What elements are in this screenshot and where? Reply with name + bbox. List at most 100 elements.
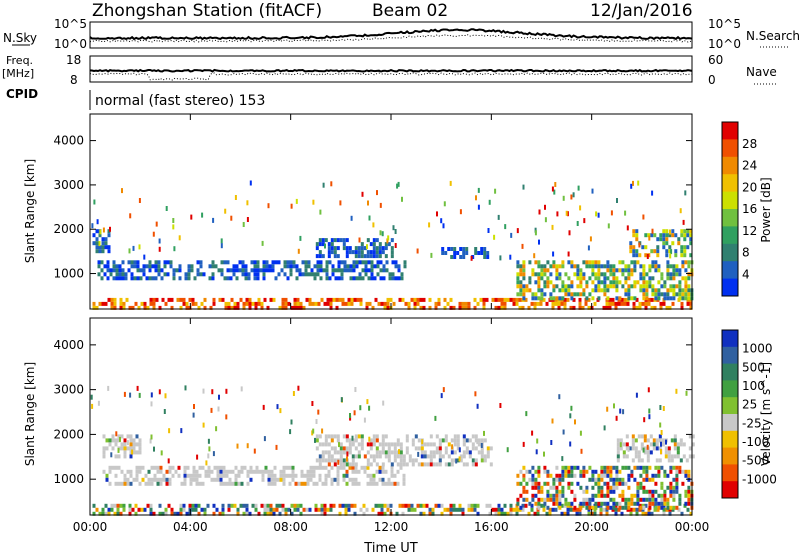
heatmap-cell xyxy=(573,292,577,297)
heatmap-cell xyxy=(635,233,639,238)
heatmap-cell xyxy=(648,276,652,281)
heatmap-cell xyxy=(483,247,487,251)
heatmap-cell xyxy=(251,503,255,508)
heatmap-cell xyxy=(639,485,643,490)
heatmap-cell xyxy=(361,268,365,273)
heatmap-cell xyxy=(519,268,523,273)
heatmap-cell xyxy=(608,297,612,302)
heatmap-cell xyxy=(443,507,447,512)
heatmap-cell xyxy=(429,442,433,447)
heatmap-cell xyxy=(584,301,588,306)
heatmap-cell xyxy=(129,442,133,447)
heatmap-cell xyxy=(615,477,619,482)
heatmap-cell xyxy=(316,260,320,265)
heatmap-cell xyxy=(171,465,175,470)
heatmap-cell xyxy=(141,465,145,470)
heatmap-cell xyxy=(253,260,257,265)
heatmap-cell xyxy=(645,280,649,285)
heatmap-cell xyxy=(540,296,544,301)
heatmap-cell xyxy=(390,238,394,243)
heatmap-cell xyxy=(164,393,167,399)
heatmap-cell xyxy=(552,296,556,301)
heatmap-cell xyxy=(232,268,236,273)
heatmap-cell xyxy=(156,469,160,474)
heatmap-cell xyxy=(378,477,382,482)
heatmap-cell xyxy=(621,477,625,482)
heatmap-cell xyxy=(245,511,249,516)
heatmap-cell xyxy=(659,305,663,310)
heatmap-cell xyxy=(375,434,379,439)
heatmap-cell xyxy=(339,465,343,470)
heatmap-cell xyxy=(360,254,364,259)
heatmap-cell xyxy=(428,222,431,228)
heatmap-cell xyxy=(154,260,158,265)
heatmap-cell xyxy=(563,305,567,310)
heatmap-cell xyxy=(606,469,610,474)
heatmap-cell xyxy=(434,503,438,508)
heatmap-cell xyxy=(470,255,473,261)
heatmap-cell xyxy=(452,503,456,508)
heatmap-cell xyxy=(686,229,690,234)
heatmap-cell xyxy=(324,465,328,470)
heatmap-cell xyxy=(172,224,175,230)
heatmap-cell xyxy=(491,507,495,512)
heatmap-cell xyxy=(647,297,651,302)
heatmap-cell xyxy=(458,447,461,453)
heatmap-cell xyxy=(622,454,626,459)
heatmap-cell xyxy=(342,477,346,482)
heatmap-cell xyxy=(321,465,325,470)
heatmap-cell xyxy=(316,272,320,277)
heatmap-cell xyxy=(665,305,669,310)
heatmap-cell xyxy=(179,305,183,310)
heatmap-cell xyxy=(453,442,457,447)
heatmap-cell xyxy=(279,477,283,482)
heatmap-cell xyxy=(323,503,327,508)
heatmap-cell xyxy=(123,454,127,459)
heatmap-cell xyxy=(373,276,377,281)
heatmap-cell xyxy=(135,477,139,482)
heatmap-cell xyxy=(178,264,182,269)
heatmap-cell xyxy=(200,507,204,512)
heatmap-cell xyxy=(657,288,661,293)
noise-tick-bottom-right: 10^0 xyxy=(708,37,741,51)
heatmap-cell xyxy=(537,473,541,478)
heatmap-cell xyxy=(627,465,631,470)
heatmap-cell xyxy=(221,297,225,302)
heatmap-cell xyxy=(537,296,541,301)
heatmap-cell xyxy=(621,481,625,486)
heatmap-cell xyxy=(419,511,423,516)
heatmap-cell xyxy=(621,489,625,494)
heatmap-cell xyxy=(624,280,628,285)
heatmap-cell xyxy=(367,276,371,281)
heatmap-cell xyxy=(542,297,546,302)
heatmap-cell xyxy=(142,264,146,269)
heatmap-cell xyxy=(676,454,680,459)
heatmap-cell xyxy=(675,489,679,494)
heatmap-cell xyxy=(528,276,532,281)
heatmap-cell xyxy=(437,297,441,302)
heatmap-cell xyxy=(428,297,432,302)
heatmap-cell xyxy=(381,438,385,443)
heatmap-cell xyxy=(624,268,628,273)
heatmap-cell xyxy=(138,438,142,443)
heatmap-cell xyxy=(525,288,529,293)
heatmap-cell xyxy=(443,297,447,302)
heatmap-cell xyxy=(441,454,445,459)
heatmap-cell xyxy=(597,493,601,498)
heatmap-cell xyxy=(100,268,104,273)
heatmap-cell xyxy=(543,481,547,486)
heatmap-cell xyxy=(110,305,114,310)
heatmap-cell xyxy=(322,268,326,273)
heatmap-cell xyxy=(133,264,137,269)
heatmap-cell xyxy=(361,260,365,265)
heatmap-cell xyxy=(281,301,285,306)
heatmap-cell xyxy=(591,477,595,482)
heatmap-cell xyxy=(338,503,342,508)
heatmap-cell xyxy=(512,301,516,306)
heatmap-cell xyxy=(627,505,631,510)
heatmap-cell xyxy=(670,249,673,255)
heatmap-cell xyxy=(261,469,265,474)
heatmap-cell xyxy=(603,501,607,506)
heatmap-cell xyxy=(558,481,562,486)
heatmap-cell xyxy=(225,469,229,474)
